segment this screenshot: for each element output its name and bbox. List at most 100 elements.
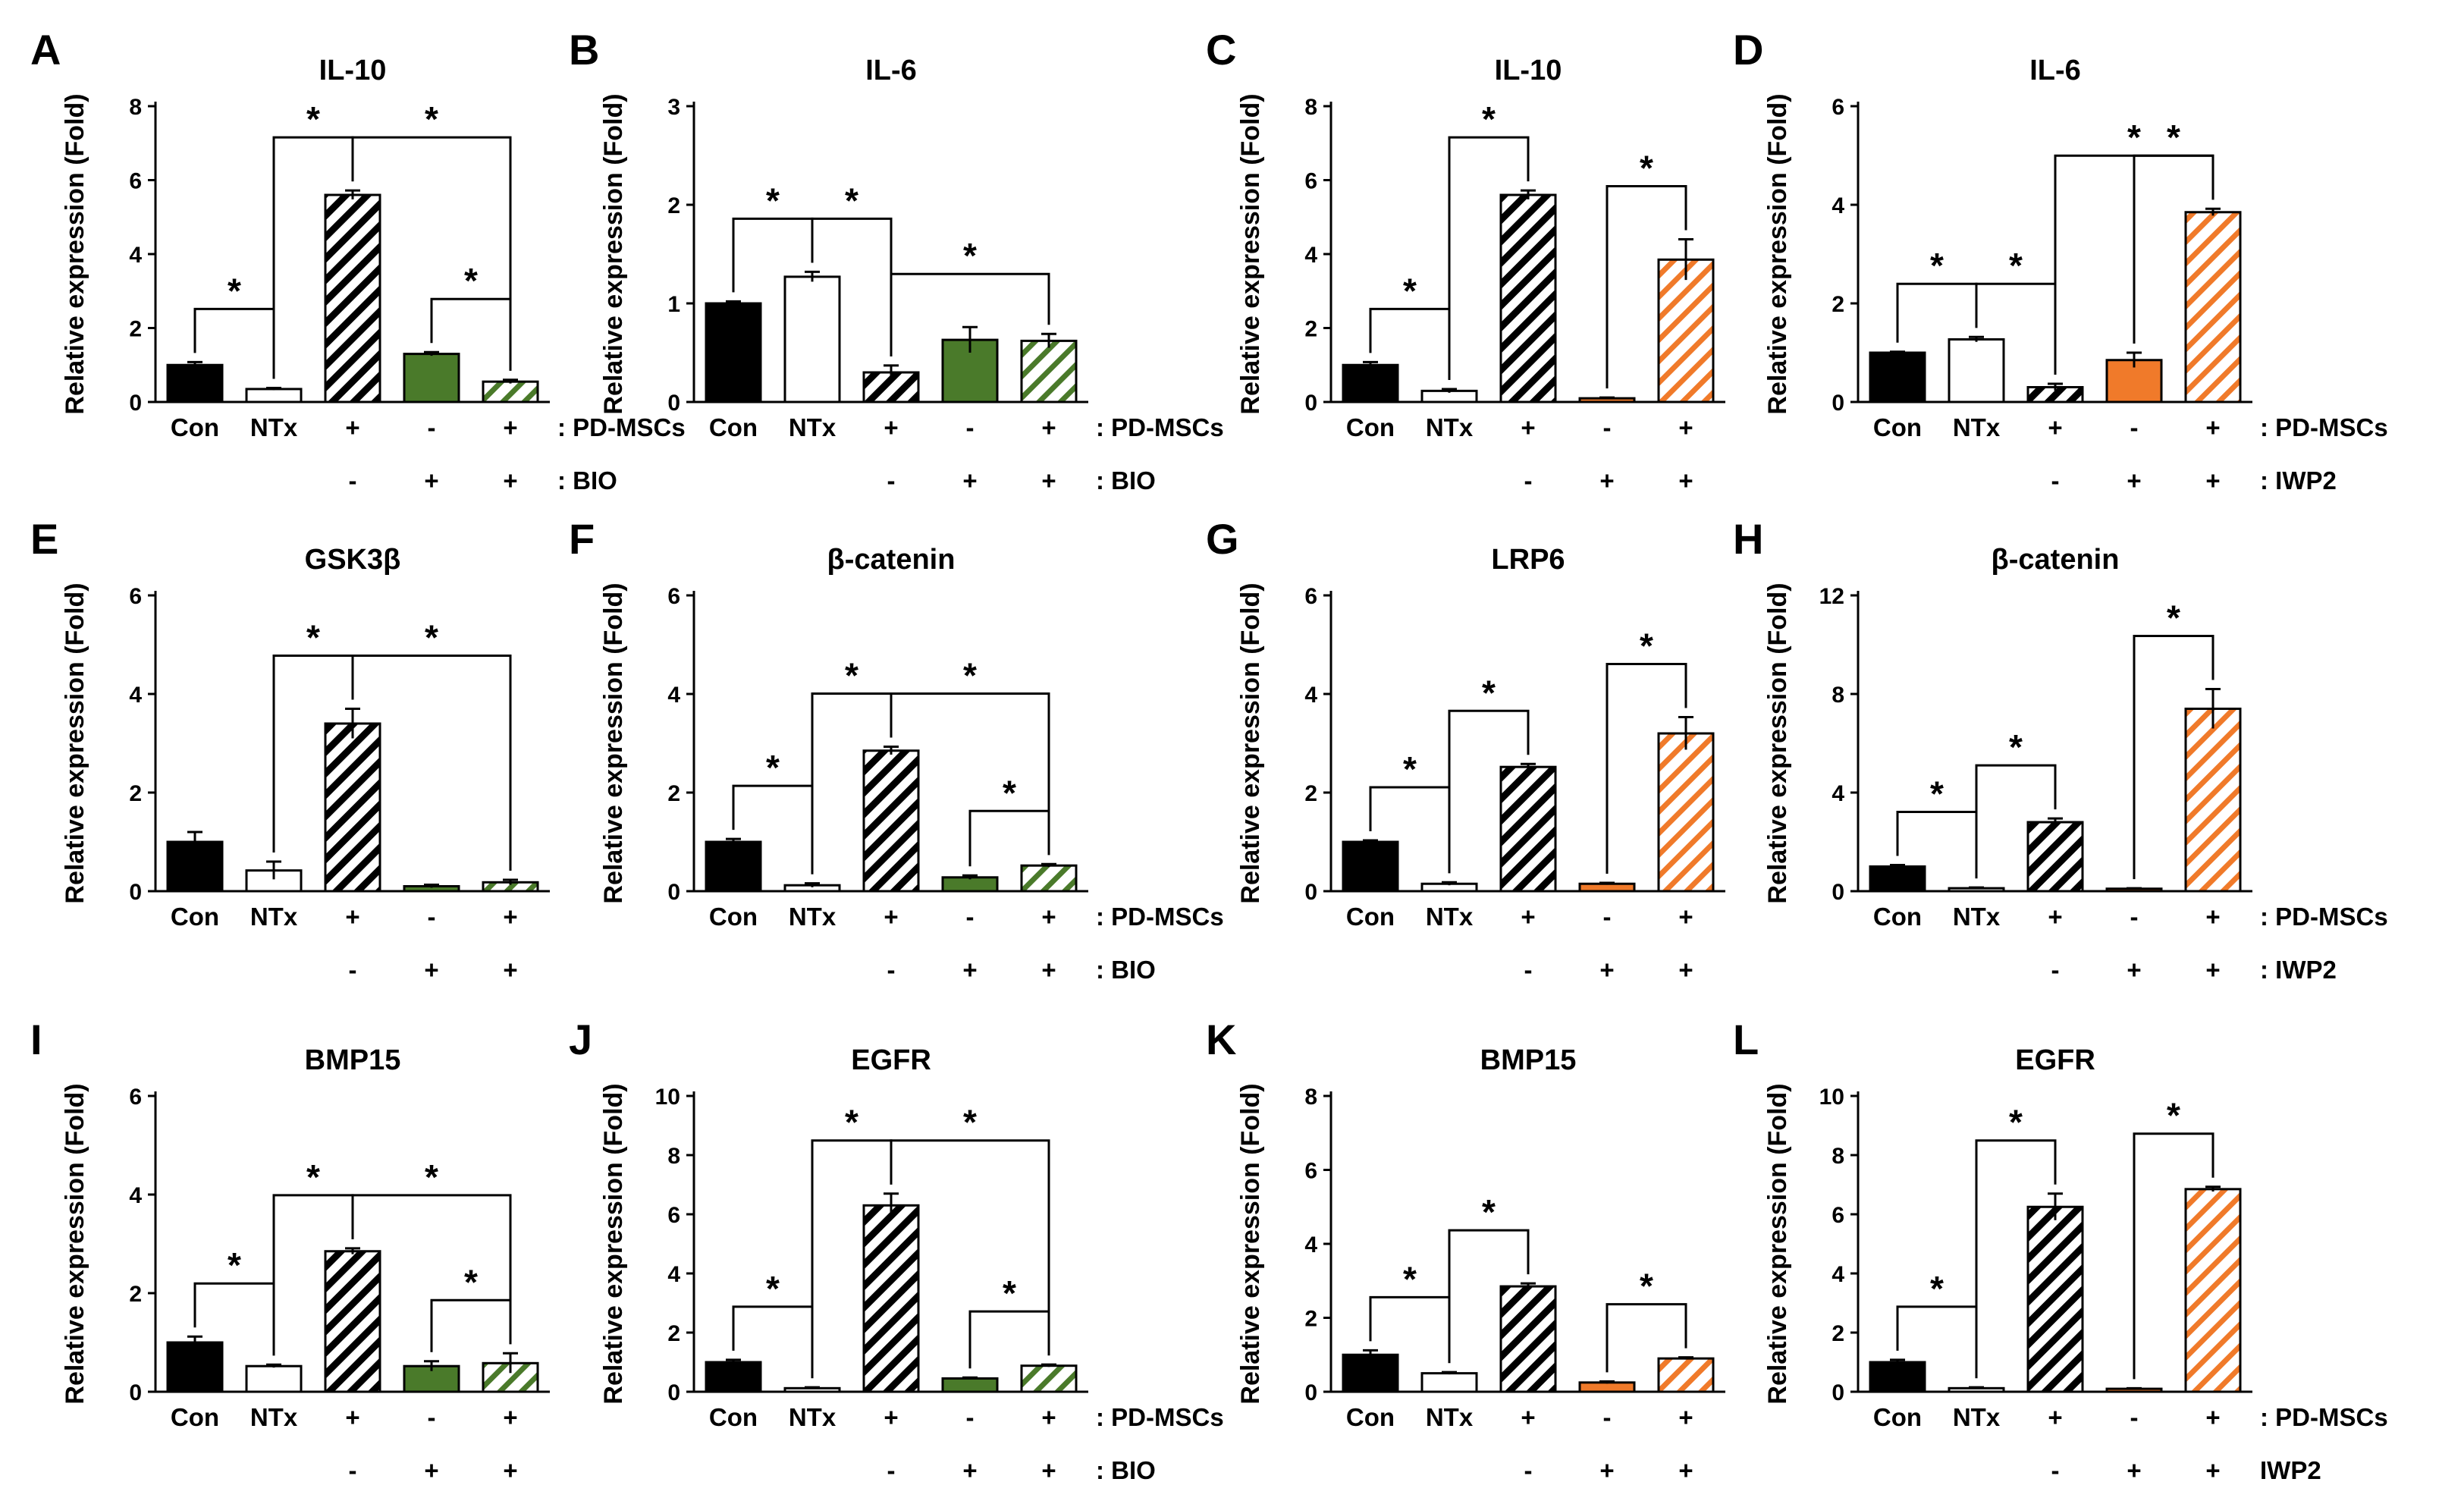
bar <box>705 1361 762 1393</box>
significance-bracket <box>968 809 1050 867</box>
significance-star: * <box>2009 246 2023 285</box>
bar <box>482 380 539 403</box>
y-tick-label: 0 <box>1832 880 1844 905</box>
bar <box>324 193 381 403</box>
significance-star: * <box>766 1269 780 1308</box>
y-tick-label: 6 <box>1832 95 1844 120</box>
bar <box>166 1341 224 1393</box>
treatment-sign: - <box>2051 1456 2060 1484</box>
significance-star: * <box>1403 1259 1417 1298</box>
y-tick-label: 0 <box>667 391 680 416</box>
panel-label: I <box>30 1016 42 1063</box>
significance-bracket <box>2133 635 2214 880</box>
treatment-sign: + <box>1599 1456 1614 1484</box>
x-category-label: Con <box>171 413 219 441</box>
y-axis-label: Relative expression (Fold) <box>599 582 628 903</box>
x-category-label: + <box>2205 413 2220 441</box>
x-category-label: - <box>428 413 436 441</box>
bar <box>1578 882 1636 893</box>
significance-bracket <box>1606 185 1687 389</box>
bar <box>1578 1381 1636 1393</box>
y-tick-label: 2 <box>1832 1321 1844 1346</box>
x-category-label: + <box>2048 903 2062 931</box>
panel-label: A <box>30 26 61 74</box>
y-tick-label: 8 <box>667 1144 680 1169</box>
significance-bracket <box>430 297 512 371</box>
y-tick-label: 0 <box>667 880 680 905</box>
chart-title: IL-6 <box>2029 55 2081 86</box>
bar <box>705 840 762 893</box>
significance-bracket <box>1975 1139 2057 1379</box>
y-tick-label: 6 <box>129 584 142 609</box>
x-category-label: Con <box>1873 413 1922 441</box>
bar <box>783 275 841 403</box>
y-tick-label: 2 <box>667 1321 680 1346</box>
significance-bracket <box>351 1194 512 1345</box>
panel-label: H <box>1733 515 1763 563</box>
significance-bracket <box>1606 663 1687 874</box>
treatment-sign: + <box>1599 956 1614 984</box>
x-category-label: + <box>1678 903 1693 931</box>
treatment-sign: - <box>887 1456 896 1484</box>
x-category-label: + <box>345 1403 359 1431</box>
panel-g: G LRP6 Relative expression (Fold) 0 2 4 6 * * * Co… <box>1206 515 1725 984</box>
y-tick-label: 6 <box>667 1203 680 1228</box>
significance-bracket <box>1896 282 1978 343</box>
treatment-sign: + <box>503 1456 517 1484</box>
significance-bracket <box>2133 1132 2214 1380</box>
bar <box>2184 211 2242 403</box>
x-category-label: Con <box>171 1403 219 1431</box>
chart-title: β-catenin <box>827 544 956 576</box>
significance-bracket <box>890 1139 1050 1356</box>
treatment-sign: - <box>349 466 357 495</box>
panel-label: E <box>30 515 58 563</box>
y-axis-label: Relative expression (Fold) <box>1763 582 1792 903</box>
y-tick-label: 2 <box>129 1282 142 1307</box>
significance-star: * <box>1640 626 1653 666</box>
panel-l: L EGFR Relative expression (Fold) 0 2 4 6 8 10 * *… <box>1733 1016 2388 1484</box>
panel-label: B <box>569 26 599 74</box>
x-category-label: + <box>1041 903 1056 931</box>
significance-star: * <box>766 181 780 220</box>
x-category-label: + <box>884 1403 898 1431</box>
significance-star: * <box>2167 598 2180 638</box>
bar <box>1020 864 1078 893</box>
y-tick-label: 4 <box>129 243 142 268</box>
treatment-sign: + <box>962 956 977 984</box>
treatment-row-label: : PD-MSCs <box>2260 413 2388 441</box>
significance-bracket <box>1448 1229 1530 1364</box>
x-category-label: NTx <box>250 1403 298 1431</box>
y-tick-label: 3 <box>667 95 680 120</box>
y-tick-label: 4 <box>129 1183 142 1208</box>
significance-star: * <box>2167 118 2180 157</box>
y-tick-label: 4 <box>1304 1232 1317 1258</box>
x-category-label: NTx <box>250 413 298 441</box>
y-tick-label: 0 <box>1304 880 1317 905</box>
significance-bracket <box>1448 136 1530 380</box>
significance-star: * <box>2127 118 2141 157</box>
significance-star: * <box>306 1157 320 1197</box>
treatment-sign: - <box>349 956 357 984</box>
y-tick-label: 2 <box>1304 317 1317 342</box>
significance-star: * <box>1403 271 1417 310</box>
y-tick-label: 4 <box>1304 243 1317 268</box>
x-category-label: Con <box>1346 903 1395 931</box>
bar <box>2184 1188 2242 1393</box>
x-category-label: + <box>345 413 359 441</box>
y-tick-label: 2 <box>129 781 142 806</box>
x-category-label: Con <box>1873 1403 1922 1431</box>
significance-star: * <box>963 1103 977 1142</box>
x-category-label: NTx <box>1953 413 2001 441</box>
y-tick-label: 1 <box>667 292 680 317</box>
y-tick-label: 0 <box>1304 391 1317 416</box>
x-category-label: NTx <box>1426 903 1474 931</box>
x-category-label: + <box>1521 413 1535 441</box>
y-axis-label: Relative expression (Fold) <box>1236 1083 1265 1404</box>
x-category-label: NTx <box>1953 903 2001 931</box>
significance-star: * <box>2009 1103 2023 1142</box>
chart-title: BMP15 <box>305 1044 401 1076</box>
bar <box>324 1250 381 1393</box>
x-category-label: - <box>1603 1403 1612 1431</box>
y-tick-label: 0 <box>1832 1380 1844 1405</box>
